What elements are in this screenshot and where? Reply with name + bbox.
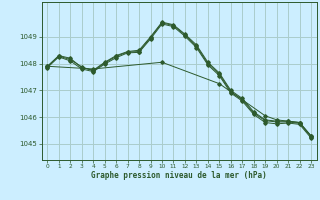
X-axis label: Graphe pression niveau de la mer (hPa): Graphe pression niveau de la mer (hPa) <box>91 171 267 180</box>
